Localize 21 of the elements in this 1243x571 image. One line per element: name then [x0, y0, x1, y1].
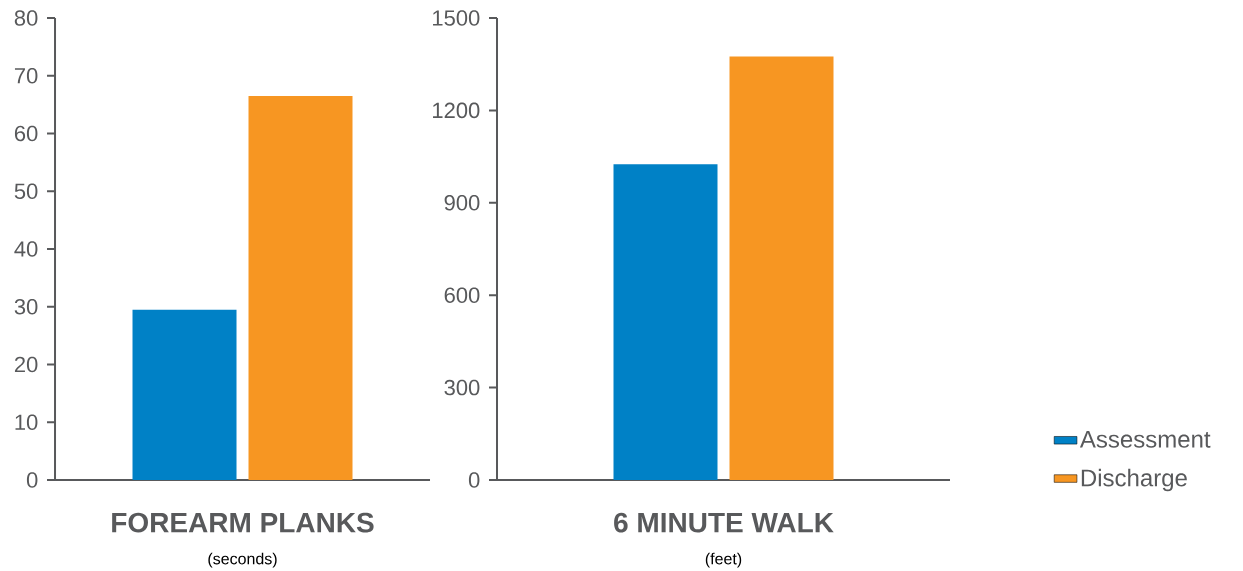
x-axis-title: 6 MINUTE WALK — [614, 512, 834, 533]
y-tick-label: 0 — [26, 472, 38, 488]
y-tick-label: 20 — [14, 356, 38, 373]
legend-label: Discharge — [1081, 468, 1187, 492]
text: (feet) — [705, 552, 742, 568]
y-tick-label: 10 — [15, 414, 38, 431]
y-tick-label: 60 — [14, 125, 38, 142]
x-axis-title: FOREARM PLANKS — [112, 512, 374, 533]
y-tick-label: 30 — [14, 298, 38, 315]
y-tick-label: 0 — [468, 472, 480, 488]
y-tick-label: 1200 — [433, 102, 480, 119]
y-tick-label: 1500 — [433, 10, 480, 26]
y-tick-label: 70 — [14, 67, 38, 84]
y-tick-label: 300 — [444, 379, 480, 396]
y-tick-label: 900 — [444, 194, 480, 211]
y-tick-label: 600 — [444, 287, 480, 303]
y-tick-label: 80 — [14, 10, 38, 26]
text: (seconds) — [208, 552, 277, 568]
legend-label: Assessment — [1079, 431, 1211, 448]
y-tick-label: 40 — [14, 241, 38, 257]
y-tick-label: 50 — [14, 183, 38, 200]
